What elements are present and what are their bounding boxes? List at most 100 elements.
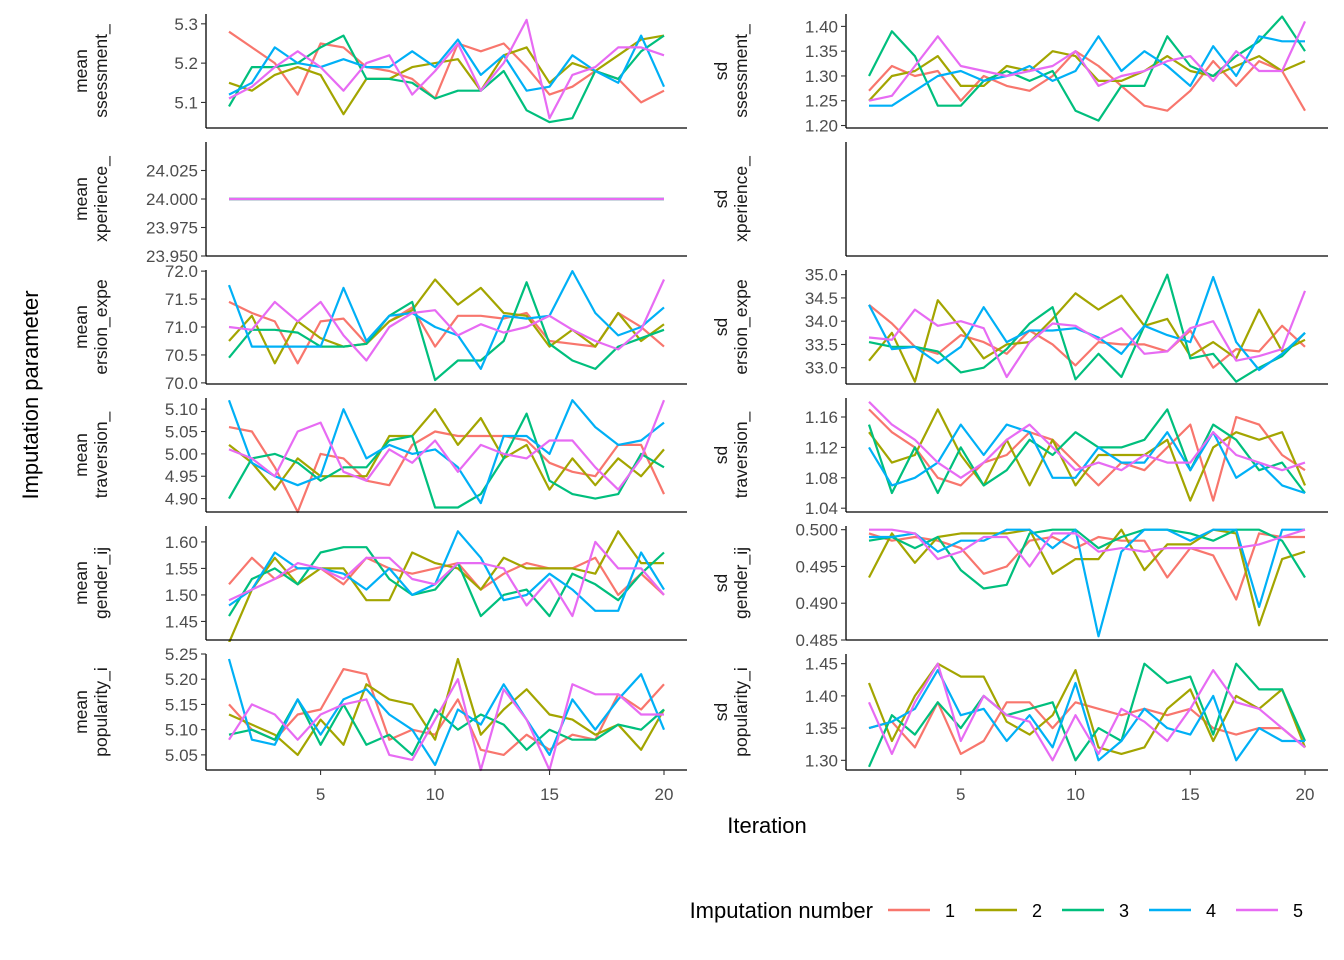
panel-sd-1: sd xperience_ [711,142,1328,257]
x-tick-label: 10 [426,785,445,804]
y-tick-label: 1.40 [805,17,838,36]
strip-label-stat: mean [71,177,91,221]
series-line-4 [869,528,1305,638]
strip-label-var: ersion_expe [91,279,112,374]
series-group [867,662,1307,768]
series-line-1 [228,30,665,104]
strip-label-var: popularity_i [91,667,112,757]
series-line-2 [228,408,665,491]
panel-sd-4: 0.485 0.490 0.495 0.500 sd gender_ij [711,521,1328,650]
y-tick-label: 70.5 [165,346,198,365]
x-tick-label: 10 [1066,785,1085,804]
strip-label-var: traversion_ [91,411,112,498]
series-group [868,528,1306,638]
series-line-3 [228,34,665,124]
legend-label-3: 3 [1119,901,1129,921]
y-tick-label: 5.00 [165,445,198,464]
strip-label-stat: mean [71,561,91,605]
series-line-5 [868,401,1306,479]
series-line-5 [868,20,1306,102]
y-tick-label: 35.0 [805,266,838,285]
y-tick-label: 33.5 [805,335,838,354]
panel-mean-5: 5.05 5.10 5.15 5.20 5.25 mean popularity_i 5 10 1… [71,645,687,804]
y-tick-label: 23.950 [146,247,198,266]
y-tick-label: 24.025 [146,162,198,181]
strip-label-var: gender_ij [731,547,752,619]
series-line-4 [869,35,1305,107]
y-tick-label: 5.05 [165,746,198,765]
y-tick-label: 70.0 [165,374,198,393]
series-line-3 [228,281,665,382]
series-group [868,273,1307,383]
series-line-2 [867,662,1307,756]
series-line-5 [228,18,665,120]
series-line-2 [868,528,1306,627]
panel-sd-2: 33.0 33.5 34.0 34.5 35.0 sd ersion_expe [711,266,1328,385]
strip-label-stat: sd [711,574,731,592]
y-tick-label: 33.0 [805,359,838,378]
y-tick-label: 1.08 [805,469,838,488]
series-line-5 [868,290,1307,379]
strip-label-group: mean xperience_ [71,156,112,242]
x-tick-label: 5 [956,785,965,804]
x-tick-label: 15 [540,785,559,804]
series-line-4 [227,658,666,767]
strip-label-stat: mean [71,305,91,349]
series-line-4 [228,530,665,612]
legend-title: Imputation number [690,898,873,923]
y-tick-label: 0.490 [795,594,838,613]
y-tick-label: 34.5 [805,289,838,308]
series-line-3 [867,408,1306,495]
series-line-2 [228,278,665,365]
y-tick-label: 1.04 [805,499,838,518]
y-tick-label: 0.485 [795,631,838,650]
strip-label-group: sd gender_ij [711,547,752,619]
y-tick-label: 1.55 [165,559,198,578]
y-tick-label: 72.0 [165,262,198,281]
series-line-4 [868,668,1305,762]
x-axis-title: Iteration [727,813,807,838]
series-line-3 [228,546,665,618]
panel-sd-5: 1.30 1.35 1.40 1.45 sd popularity_i 5 10 15 20 [711,654,1328,804]
series-line-3 [868,273,1306,383]
y-tick-label: 0.495 [795,557,838,576]
x-tick-label: 15 [1181,785,1200,804]
strip-label-stat: sd [711,446,731,464]
series-group [867,401,1307,502]
panel-mean-3: 4.90 4.95 5.00 5.05 5.10 mean traversion_ [71,398,687,514]
series-group [228,530,665,642]
panel-mean-1: 23.950 23.975 24.000 24.025 mean xperience_ [71,142,687,266]
y-tick-label: 5.10 [165,400,198,419]
series-group [227,657,666,772]
strip-label-stat: sd [711,703,731,721]
y-tick-label: 1.35 [805,719,838,738]
panel-mean-2: 70.0 70.5 71.0 71.5 72.0 mean ersion_expe [71,262,687,393]
strip-label-var: gender_ij [91,547,112,619]
strip-label-group: mean ersion_expe [71,279,112,374]
legend-label-4: 4 [1206,901,1216,921]
y-tick-label: 23.975 [146,219,198,238]
strip-label-stat: sd [711,318,731,336]
series-line-5 [228,399,666,491]
strip-label-var: ssessment_ [91,24,112,118]
y-tick-label: 4.90 [165,490,198,509]
series-line-1 [228,667,665,757]
series-line-3 [228,412,665,509]
series-line-5 [228,279,666,362]
strip-label-var: popularity_i [731,667,752,757]
y-tick-label: 5.3 [174,15,198,34]
panel-mean-0: 5.1 5.2 5.3 mean ssessment_ [71,14,687,129]
y-tick-label: 5.1 [174,93,198,112]
series-group [868,15,1306,122]
y-tick-label: 1.25 [805,92,838,111]
panel-sd-0: 1.20 1.25 1.30 1.35 1.40 sd ssessment_ [711,14,1328,136]
series-line-1 [868,50,1306,112]
series-line-2 [868,292,1306,383]
strip-label-stat: mean [71,433,91,477]
strip-label-var: ersion_expe [731,279,752,374]
strip-label-group: mean gender_ij [71,547,112,619]
y-tick-label: 1.35 [805,42,838,61]
strip-label-group: sd xperience_ [711,156,752,242]
y-tick-label: 4.95 [165,467,198,486]
